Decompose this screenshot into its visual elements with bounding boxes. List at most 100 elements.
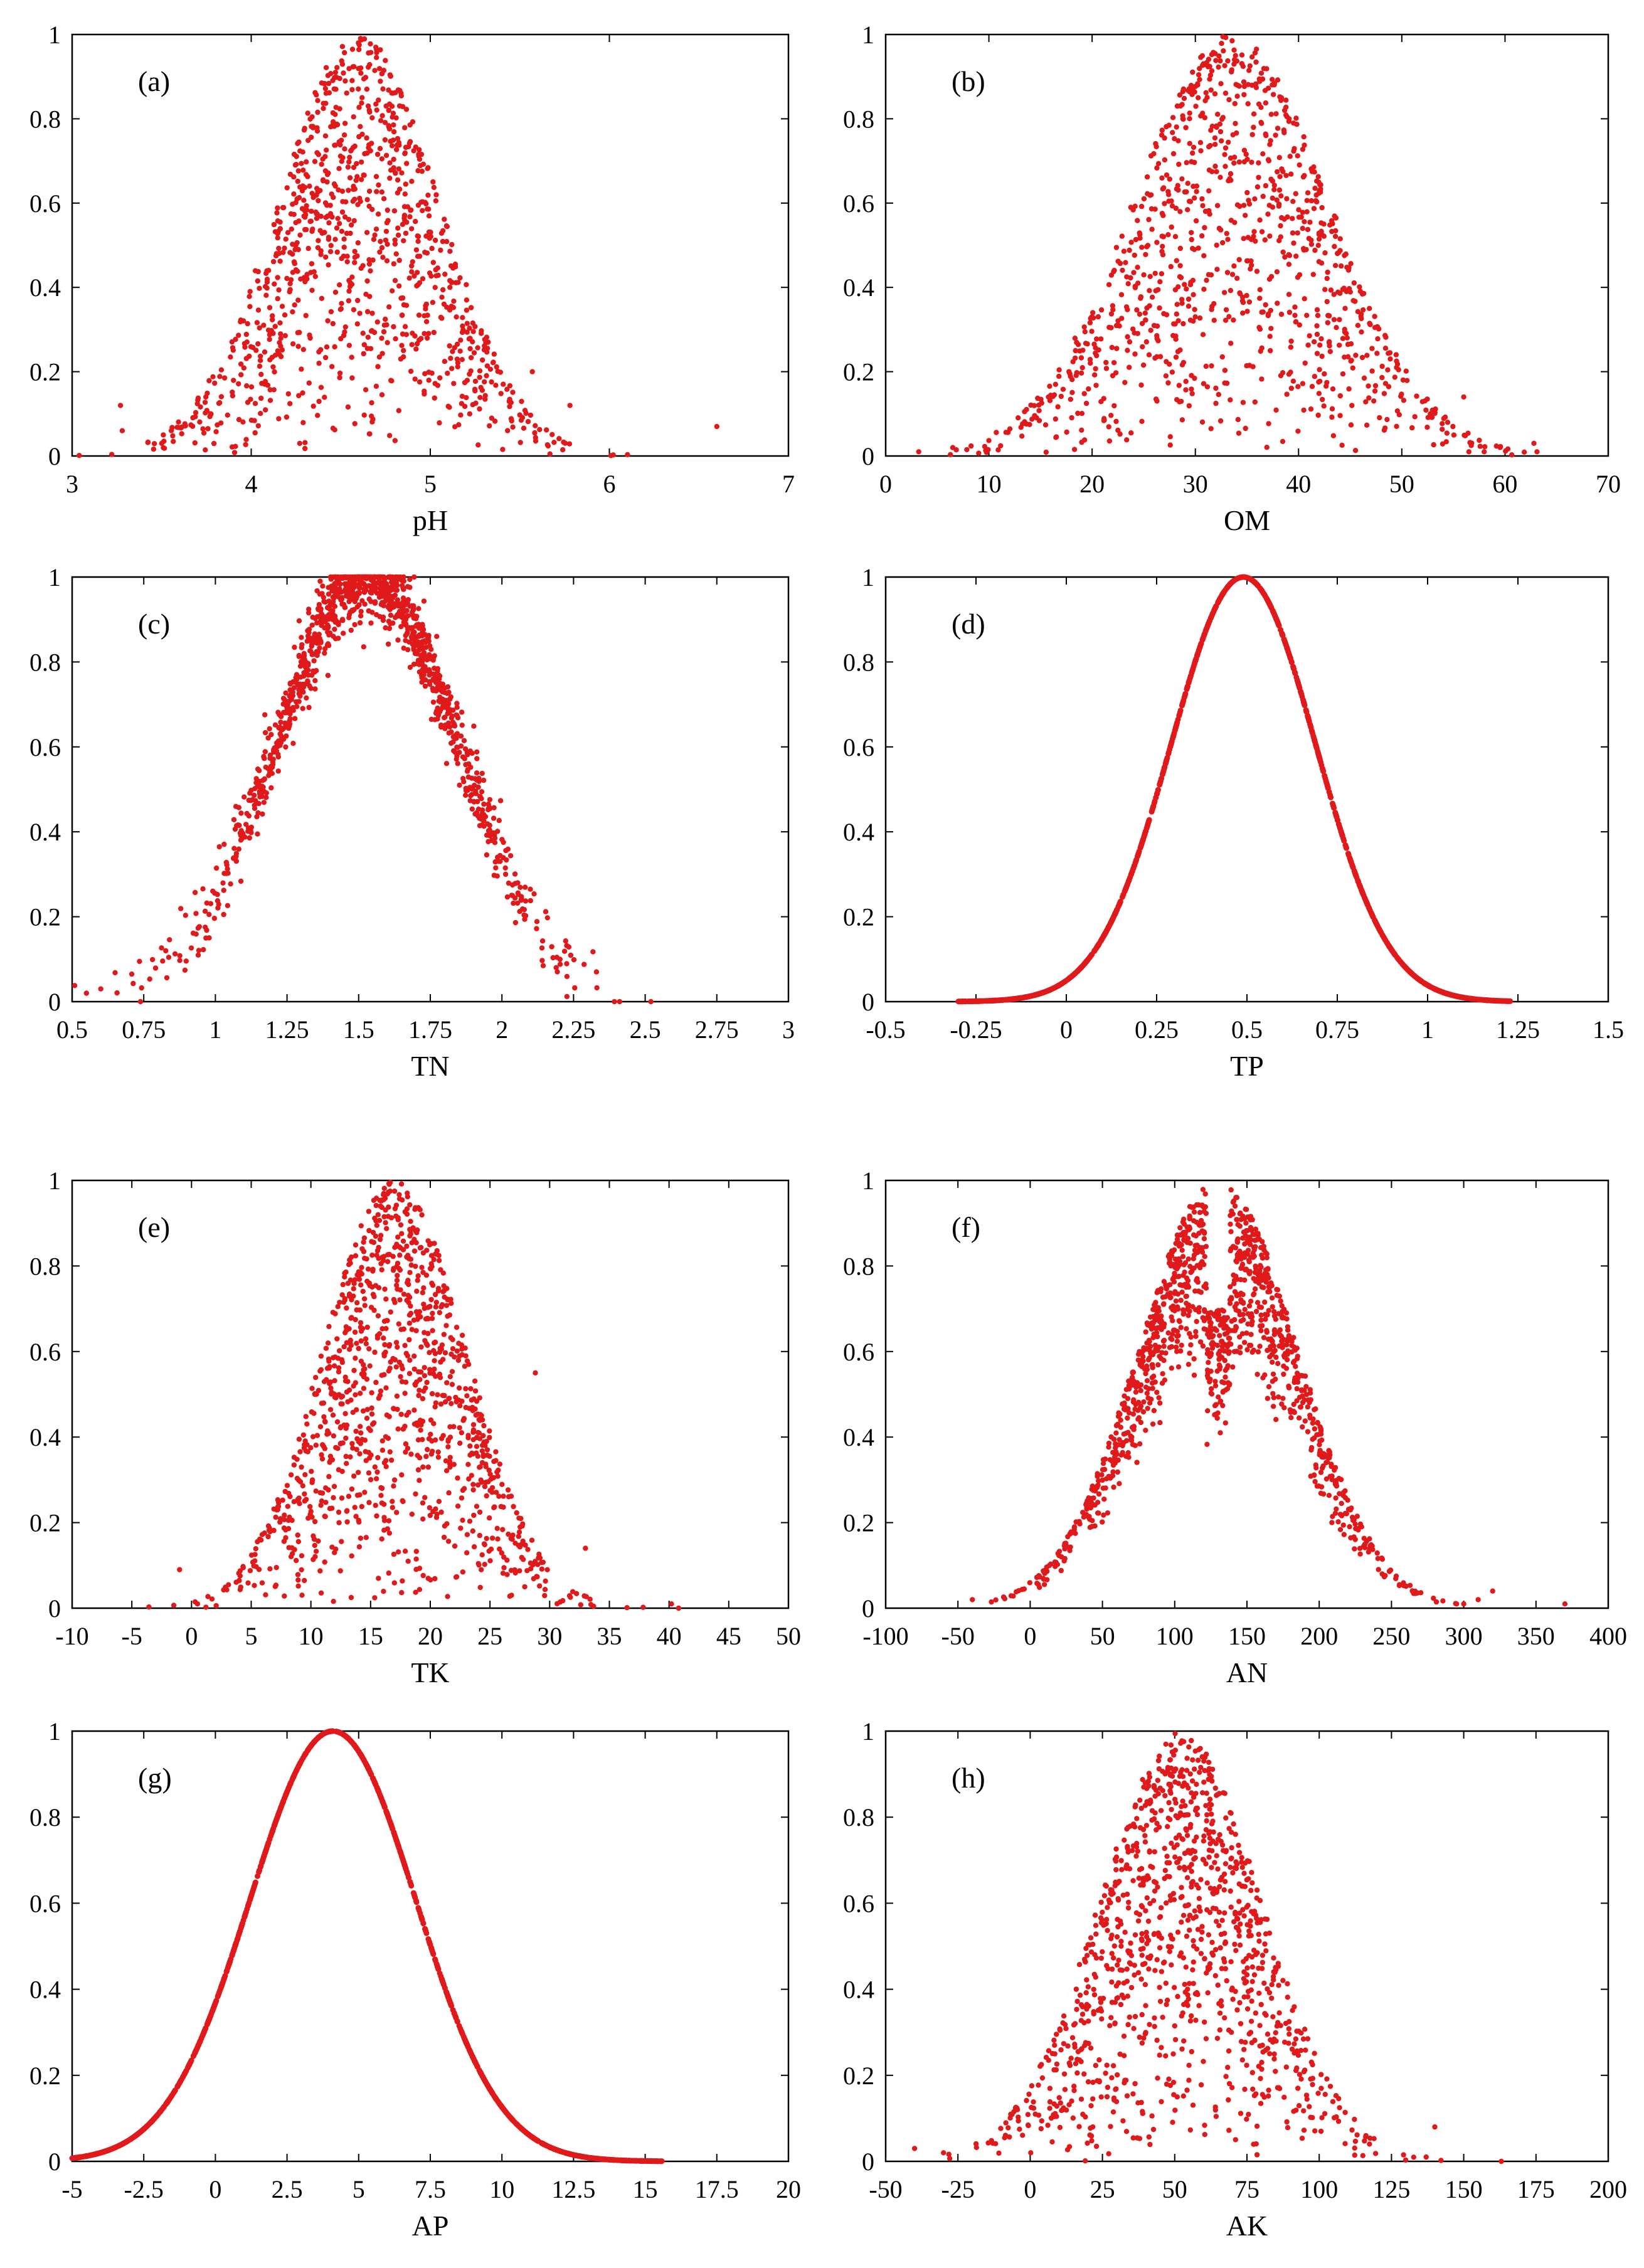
data-point [1330,386,1336,392]
data-point [1187,116,1192,122]
data-point [117,403,124,408]
data-point [1270,92,1276,97]
data-point [1170,151,1177,157]
data-point [1036,418,1042,423]
data-point [339,1539,344,1544]
data-point [263,795,269,800]
data-point [270,258,277,265]
data-point [161,432,166,438]
data-point [366,203,372,209]
data-point [1205,622,1211,628]
data-point [1302,296,1307,302]
data-point [1318,189,1323,195]
data-point [275,741,281,747]
data-point [1229,272,1236,277]
data-point [352,196,358,202]
data-point [1275,125,1281,131]
data-point [1275,300,1280,306]
data-point [1113,370,1119,376]
data-point [346,342,353,348]
data-point [1197,77,1202,82]
data-point [1179,176,1185,182]
data-point [1381,427,1387,433]
data-point [1204,95,1210,100]
data-point [529,369,535,374]
data-point [1103,366,1110,371]
data-point [1366,905,1372,911]
x-tick-label: 1.5 [1593,1015,1624,1044]
data-point [386,123,391,129]
data-point [342,146,347,152]
y-tick-label: 0.8 [29,1252,61,1280]
data-point [1305,714,1311,720]
data-point [1228,155,1234,161]
data-point [360,263,366,268]
data-point [377,146,383,151]
data-point [337,581,343,587]
data-point [1204,384,1211,389]
data-point [439,294,445,300]
data-point [397,186,403,192]
data-point [519,906,526,912]
data-point [1074,339,1079,346]
data-point [474,777,480,783]
data-point [369,1253,375,1258]
data-point [216,844,222,850]
data-point [337,307,343,312]
data-point [193,410,199,415]
data-point [553,965,559,970]
data-point [1352,869,1358,876]
data-point [278,733,284,739]
data-point [1251,233,1256,240]
data-point [336,139,342,145]
data-point [312,639,317,645]
data-point [1222,368,1228,373]
data-point [172,951,178,957]
data-point [467,785,473,790]
data-point [312,678,318,684]
x-tick-label: 0.75 [1315,1015,1359,1044]
data-point [359,100,364,106]
data-point [453,756,459,762]
data-point [1079,365,1085,371]
data-point [345,1280,351,1286]
data-point [302,440,308,445]
data-point [423,639,428,645]
data-point [1345,354,1351,359]
data-point [268,785,274,791]
data-point [1482,444,1488,450]
data-point [1283,172,1289,178]
data-point [1278,95,1285,101]
data-point [421,672,427,678]
data-point [319,161,324,167]
data-point [1139,245,1145,250]
data-point [380,255,386,260]
data-point [238,878,244,884]
data-point [1155,787,1161,793]
data-point [1290,199,1296,204]
data-point [382,120,388,125]
data-point [275,275,280,280]
data-point [1248,576,1254,583]
x-tick-label: 30 [537,1622,562,1650]
data-point [521,425,527,431]
data-point [424,250,430,256]
data-point [433,198,439,204]
data-point [213,429,219,435]
data-point [1127,339,1133,345]
data-point [1274,197,1280,203]
data-point [252,802,257,808]
data-point [1337,393,1343,399]
data-point [311,658,317,664]
data-point [367,109,373,115]
data-point [1346,265,1352,270]
data-point [1214,242,1219,248]
data-point [1177,245,1184,252]
panel-label: (c) [138,608,170,640]
data-point [1029,416,1035,422]
data-point [309,208,314,214]
data-point [1317,378,1323,384]
data-point [326,598,332,604]
data-point [1198,113,1204,119]
data-point [419,168,425,174]
